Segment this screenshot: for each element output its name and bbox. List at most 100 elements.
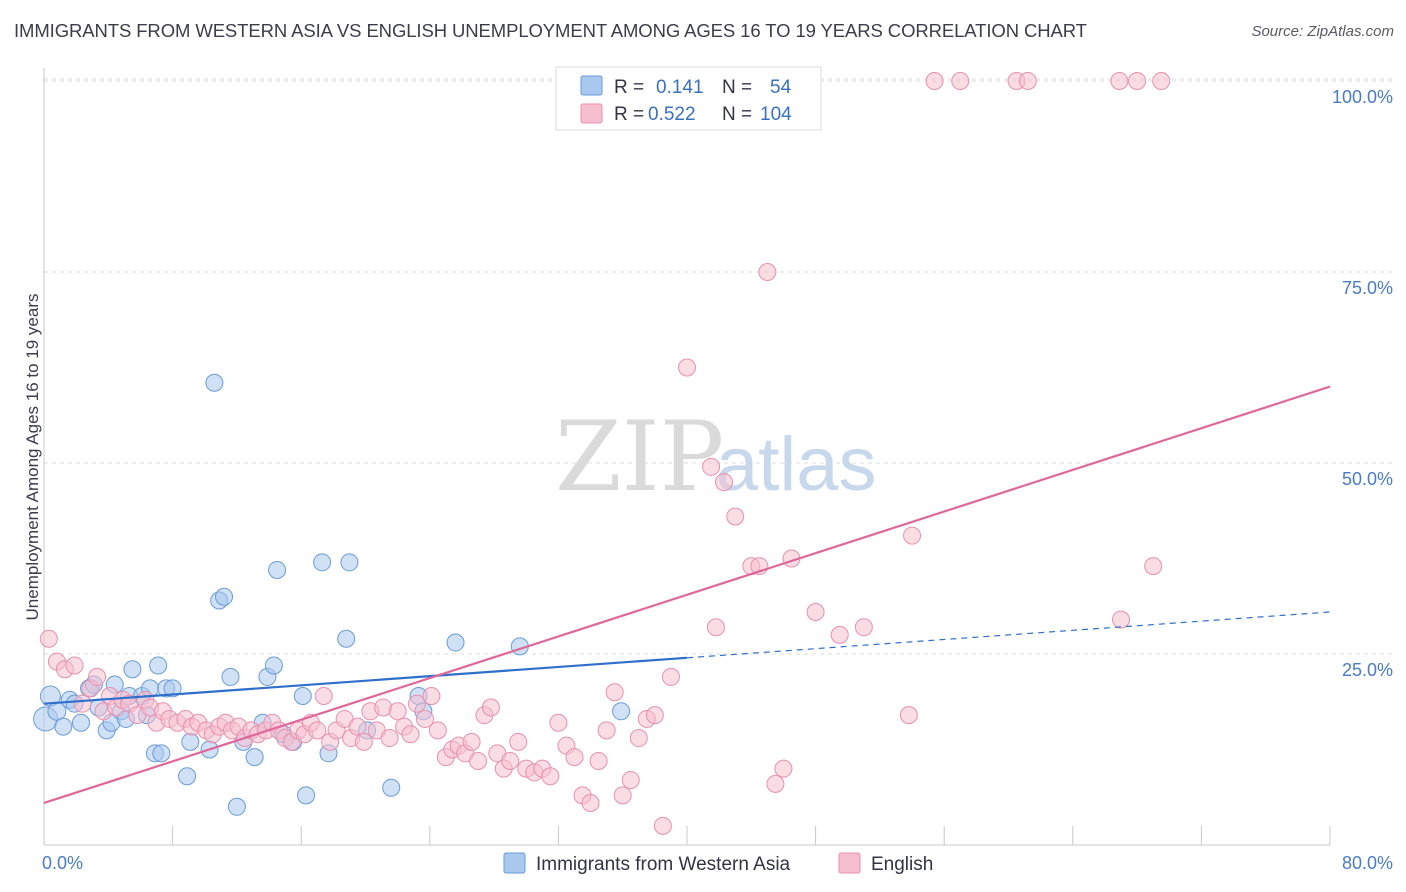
point-english: [541, 767, 560, 786]
legend-r-value: 0.522: [648, 104, 696, 125]
point-western-asia: [293, 687, 312, 706]
point-western-asia: [297, 786, 316, 805]
bottom-legend: Immigrants from Western Asia English: [503, 852, 933, 875]
point-english: [314, 687, 333, 706]
point-english: [509, 732, 528, 751]
trend-line-extension: [686, 611, 1331, 659]
trend-lines: [43, 385, 1331, 805]
point-western-asia: [221, 667, 240, 686]
point-western-asia: [149, 656, 168, 675]
y-tick-label: 50.0%: [1342, 469, 1393, 489]
point-western-asia: [205, 373, 224, 392]
point-western-asia: [340, 553, 359, 572]
point-english: [661, 667, 680, 686]
point-english: [308, 721, 327, 740]
point-english: [758, 263, 777, 281]
point-english: [702, 457, 721, 476]
point-western-asia: [152, 744, 171, 763]
bottom-legend-swatch-western-asia: [503, 852, 526, 874]
y-axis-label: Unemployment Among Ages 16 to 19 years: [23, 294, 42, 621]
data-points: [33, 72, 1171, 835]
watermark-zip: ZIP: [555, 401, 724, 513]
point-english: [549, 713, 568, 732]
point-western-asia: [268, 560, 287, 579]
y-tick-label: 100.0%: [1332, 87, 1393, 107]
grid-lines: [44, 78, 1392, 655]
legend-n-value: 104: [760, 104, 792, 125]
point-english: [806, 602, 825, 621]
point-english: [581, 793, 600, 812]
point-western-asia: [245, 748, 264, 767]
point-western-asia: [215, 587, 234, 606]
x-tick-label: 0.0%: [42, 853, 83, 873]
point-english: [39, 629, 58, 648]
point-english: [653, 816, 672, 835]
y-tick-label: 75.0%: [1342, 278, 1393, 298]
legend-swatch-english: [580, 103, 603, 124]
point-english: [1144, 557, 1163, 576]
point-western-asia: [313, 553, 332, 572]
point-english: [645, 706, 664, 725]
point-english: [1152, 72, 1171, 90]
trend-line-english: [43, 385, 1331, 805]
point-western-asia: [337, 629, 356, 648]
point-western-asia: [54, 717, 73, 736]
point-english: [621, 771, 640, 790]
point-western-asia: [123, 660, 142, 679]
point-english: [613, 786, 632, 805]
point-english: [401, 725, 420, 744]
point-western-asia: [163, 679, 182, 698]
point-western-asia: [181, 732, 200, 751]
point-english: [899, 706, 918, 725]
point-english: [415, 709, 434, 728]
legend-n-value: 54: [770, 77, 792, 98]
legend-r-value: 0.141: [656, 77, 704, 98]
point-english: [726, 507, 745, 526]
legend-swatch-western-asia: [580, 75, 603, 96]
point-english: [629, 729, 648, 748]
point-english: [88, 667, 107, 686]
point-english: [565, 748, 584, 767]
point-english: [1128, 72, 1147, 90]
point-english: [605, 683, 624, 702]
point-english: [925, 72, 944, 90]
chart-title: IMMIGRANTS FROM WESTERN ASIA VS ENGLISH …: [14, 20, 1087, 41]
legend-r-label: R =: [614, 104, 644, 125]
point-english: [589, 751, 608, 770]
point-western-asia: [612, 702, 631, 721]
point-english: [380, 729, 399, 748]
point-english: [714, 473, 733, 492]
point-english: [903, 526, 922, 545]
point-western-asia: [178, 767, 197, 786]
point-english: [469, 751, 488, 770]
watermark: ZIP atlas: [555, 401, 877, 513]
legend-n-label: N =: [722, 104, 752, 125]
point-western-asia: [264, 656, 283, 675]
point-english: [462, 732, 481, 751]
point-english: [830, 625, 849, 644]
point-english: [1018, 72, 1037, 90]
bottom-legend-label-western-asia: Immigrants from Western Asia: [536, 854, 791, 875]
point-english: [422, 687, 441, 706]
point-english: [501, 751, 520, 770]
trend-line-western-asia: [43, 656, 688, 705]
point-english: [354, 732, 373, 751]
point-english: [407, 694, 426, 713]
point-english: [388, 702, 407, 721]
point-english: [678, 358, 696, 377]
source-label: Source: ZipAtlas.com: [1251, 23, 1394, 40]
point-western-asia: [71, 713, 90, 732]
y-tick-label: 25.0%: [1342, 660, 1393, 680]
bottom-legend-swatch-english: [838, 852, 861, 874]
legend: R = 0.141 N = 54 R = 0.522 N = 104: [555, 66, 822, 131]
point-english: [774, 759, 793, 778]
x-tick-label: 80.0%: [1342, 853, 1393, 873]
x-tick-labels: 0.0% 80.0%: [42, 853, 1393, 873]
point-english: [706, 618, 725, 637]
bottom-legend-label-english: English: [871, 854, 933, 875]
point-english: [428, 721, 447, 740]
point-english: [1112, 610, 1131, 629]
legend-n-label: N =: [722, 77, 752, 98]
y-tick-labels: 25.0% 50.0% 75.0% 100.0%: [1332, 87, 1393, 680]
